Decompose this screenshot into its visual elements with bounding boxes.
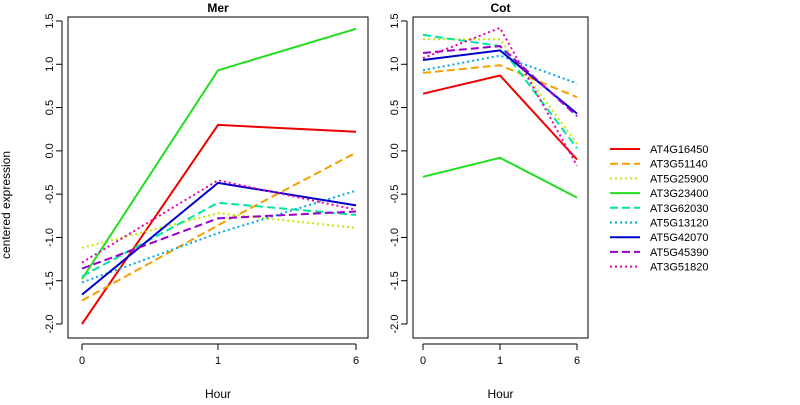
series-line-mer-at5g13120 (81, 189, 357, 284)
series-line-mer-at3g51820 (81, 179, 357, 264)
x-axis-title-1: Hour (487, 387, 513, 400)
series-line-cot-at5g25900 (423, 38, 578, 145)
series-line-mer-at5g25900 (81, 212, 357, 249)
series-line-cot-at3g62030 (422, 33, 578, 149)
y-tick-label-0-2: -1.0 (44, 228, 56, 247)
y-tick-label-1-3: -0.5 (389, 185, 401, 204)
y-tick-label-0-4: 0.0 (44, 143, 56, 158)
series-line-mer-at3g51140 (81, 151, 357, 302)
x-tick-label-1-0: 0 (420, 355, 426, 367)
x-tick-label-0-0: 0 (79, 355, 85, 367)
x-tick-label-0-1: 1 (215, 355, 221, 367)
series-line-cot-at5g45390 (422, 45, 578, 117)
y-tick-label-1-7: 1.5 (389, 13, 401, 28)
panel-frame-0 (67, 16, 369, 339)
legend-label-at5g42070: AT5G42070 (650, 232, 709, 244)
y-tick-label-0-5: 0.5 (44, 100, 56, 115)
legend-label-at5g13120: AT5G13120 (650, 218, 709, 230)
panel-title-1: Cot (491, 1, 511, 15)
y-tick-label-1-4: 0.0 (389, 143, 401, 158)
x-tick-label-1-1: 1 (497, 355, 503, 367)
y-tick-label-0-1: -1.5 (44, 271, 56, 290)
y-tick-label-1-6: 1.0 (389, 57, 401, 72)
y-tick-label-0-0: -2.0 (44, 315, 56, 334)
legend-label-at5g25900: AT5G25900 (650, 173, 709, 185)
legend-label-at3g51820: AT3G51820 (650, 262, 709, 274)
series-line-mer-at5g42070 (81, 181, 357, 296)
series-line-cot-at3g51820 (422, 26, 578, 167)
series-line-cot-at3g23400 (422, 156, 578, 199)
series-line-cot-at4g16450 (422, 74, 578, 161)
y-tick-label-1-2: -1.0 (389, 228, 401, 247)
panel-frame-1 (412, 16, 589, 339)
legend-label-at4g16450: AT4G16450 (650, 144, 709, 156)
y-tick-label-0-6: 1.0 (44, 57, 56, 72)
legend-label-at3g62030: AT3G62030 (650, 203, 709, 215)
y-tick-label-1-5: 0.5 (389, 100, 401, 115)
y-axis-title: centered expression (0, 151, 13, 259)
x-tick-label-0-2: 6 (353, 355, 359, 367)
series-line-mer-at3g23400 (81, 27, 357, 280)
series-line-cot-at5g42070 (422, 49, 578, 115)
y-tick-label-0-3: -0.5 (44, 185, 56, 204)
panel-title-0: Mer (207, 1, 229, 15)
y-tick-label-1-0: -2.0 (389, 315, 401, 334)
series-line-cot-at3g51140 (422, 64, 578, 99)
legend-label-at3g23400: AT3G23400 (650, 188, 709, 200)
y-tick-label-0-7: 1.5 (44, 13, 56, 28)
series-line-mer-at5g45390 (81, 210, 357, 270)
legend-label-at5g45390: AT5G45390 (650, 247, 709, 259)
series-line-cot-at5g13120 (422, 54, 578, 85)
x-tick-label-1-2: 6 (574, 355, 580, 367)
y-tick-label-1-1: -1.5 (389, 271, 401, 290)
x-axis-title-0: Hour (205, 387, 231, 400)
legend-label-at3g51140: AT3G51140 (650, 159, 708, 171)
